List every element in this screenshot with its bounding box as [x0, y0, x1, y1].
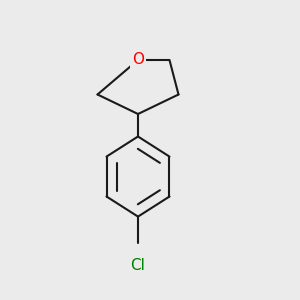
- Text: Cl: Cl: [130, 258, 146, 273]
- Text: O: O: [132, 52, 144, 68]
